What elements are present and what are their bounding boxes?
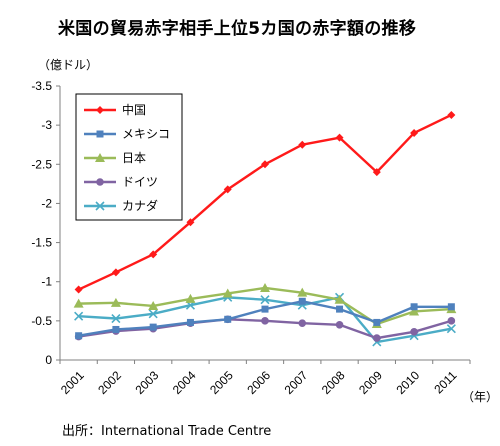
data-point (410, 328, 418, 336)
x-tick-label: 2001 (58, 368, 87, 397)
y-tick-label: -0.5 (31, 314, 52, 328)
data-point (74, 311, 84, 321)
source-note: 出所：International Trade Centre (62, 424, 272, 439)
data-point (336, 305, 344, 313)
legend-label: カナダ (122, 198, 158, 213)
x-tick-label: 2004 (170, 368, 199, 397)
data-point (185, 293, 196, 303)
data-point (112, 325, 120, 333)
x-tick-label: 2009 (356, 368, 385, 397)
data-point (335, 320, 344, 329)
data-point (261, 160, 269, 169)
legend-swatch-marker (96, 178, 104, 186)
data-point (186, 318, 194, 326)
legend-label: 日本 (122, 151, 146, 165)
x-tick-label: 2007 (282, 368, 311, 397)
data-point (410, 303, 418, 311)
y-tick-label: -1.5 (31, 236, 52, 250)
data-point (298, 319, 307, 328)
data-point (149, 323, 157, 331)
data-point (111, 268, 120, 277)
data-point (73, 298, 84, 308)
x-tick-label: 2008 (319, 368, 348, 397)
x-tick-label: 2003 (133, 368, 162, 397)
data-point (410, 128, 419, 137)
y-tick-label: -2.5 (31, 157, 52, 171)
data-point (334, 294, 345, 304)
data-point (373, 334, 381, 342)
data-point (224, 315, 232, 323)
x-tick-label: 2005 (207, 368, 236, 397)
y-tick-label: -3 (41, 118, 52, 132)
y-tick-label: -1 (41, 275, 52, 289)
x-axis-unit-label: （年） (462, 390, 499, 404)
data-point (447, 110, 456, 119)
legend-label: メキシコ (122, 127, 170, 141)
data-point (447, 317, 456, 325)
x-tick-label: 2006 (244, 368, 273, 397)
legend-swatch-marker (96, 106, 104, 114)
data-point (297, 287, 308, 297)
legend-swatch-marker (95, 153, 105, 162)
data-point (335, 133, 344, 142)
data-point (75, 332, 83, 340)
data-point (110, 297, 121, 307)
data-point (409, 306, 420, 316)
data-point (261, 305, 269, 313)
x-tick-label: 2002 (95, 368, 124, 397)
data-point (298, 140, 307, 149)
legend-swatch-marker (96, 130, 104, 138)
data-point (372, 168, 381, 177)
data-point (186, 218, 195, 227)
legend-label: ドイツ (122, 175, 158, 189)
data-point (298, 297, 306, 305)
y-tick-label: -3.5 (31, 79, 52, 93)
data-point (74, 285, 83, 294)
data-point (223, 185, 232, 194)
data-point (222, 288, 233, 298)
y-tick-label: 0 (45, 353, 52, 367)
x-tick-label: 2011 (431, 368, 459, 396)
data-point (148, 300, 159, 310)
y-axis-unit-label: （億ドル） (38, 58, 99, 72)
data-point (260, 282, 270, 292)
data-point (148, 309, 158, 319)
data-point (149, 250, 158, 259)
legend-swatch-marker (95, 201, 105, 211)
chart-title: 米国の貿易赤字相手上位5カ国の赤字額の推移 (58, 19, 417, 39)
data-point (261, 317, 269, 325)
x-tick-label: 2010 (393, 368, 422, 397)
data-point (111, 313, 121, 324)
data-point (447, 303, 455, 311)
data-point (373, 318, 381, 326)
data-point (260, 295, 270, 305)
legend-label: 中国 (122, 102, 146, 117)
y-tick-label: -2 (41, 196, 52, 210)
data-point (446, 324, 456, 334)
